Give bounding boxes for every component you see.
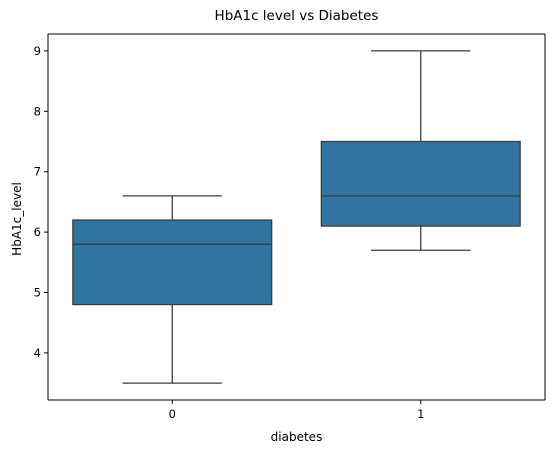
y-tick-label-8: 8: [34, 104, 41, 118]
y-tick-label-9: 9: [34, 44, 41, 58]
x-tick-label-0: 0: [169, 407, 176, 421]
y-tick-label-4: 4: [34, 346, 41, 360]
y-axis-label: HbA1c_level: [10, 182, 24, 256]
box-group-0: [72, 195, 273, 384]
box-1: [320, 140, 521, 227]
axes: 4 5 6 7 8 9 0 1: [34, 33, 546, 421]
x-tick-label-1: 1: [417, 407, 424, 421]
x-axis-label: diabetes: [271, 430, 323, 444]
plot-area: [72, 50, 521, 384]
y-tick-label-6: 6: [34, 225, 41, 239]
box-0: [72, 219, 273, 306]
box-group-1: [320, 50, 521, 251]
y-tick-label-7: 7: [34, 165, 41, 179]
y-tick-label-5: 5: [34, 285, 41, 299]
chart-title: HbA1c level vs Diabetes: [215, 8, 379, 24]
